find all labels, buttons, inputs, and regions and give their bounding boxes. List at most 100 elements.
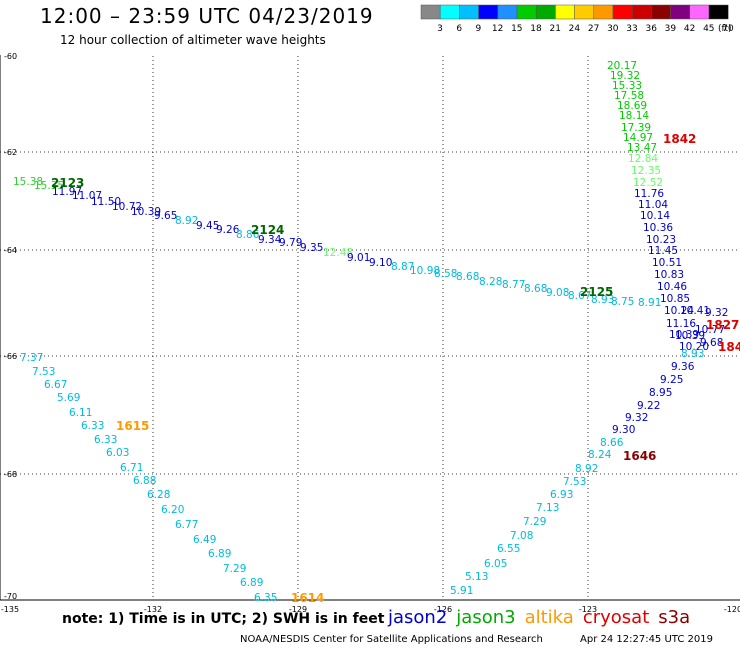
map-frame bbox=[0, 55, 740, 601]
legend-label: 42 bbox=[684, 24, 695, 34]
wave-height-value: 6.55 bbox=[497, 543, 520, 555]
wave-height-value: 9.10 bbox=[369, 257, 392, 269]
legend-label: 70 bbox=[722, 24, 734, 34]
color-legend: 3 6 9 12 15 18 21 24 27 30 33 36 39 42 45 70(ft) bbox=[420, 4, 734, 34]
wave-height-value: 7.37 bbox=[20, 352, 43, 364]
footer-note: note: 1) Time is in UTC; 2) SWH is in fe… bbox=[62, 611, 385, 627]
legend-label: 39 bbox=[665, 24, 677, 34]
wave-height-value: 9.26 bbox=[216, 224, 240, 236]
wave-height-value: 8.24 bbox=[588, 449, 612, 461]
page-title: 12:00 – 23:59 UTC 04/23/2019 bbox=[40, 4, 374, 28]
latitude-label: -60 bbox=[4, 52, 17, 61]
legend-label: 3 bbox=[437, 24, 443, 34]
wave-height-value: 8.86 bbox=[236, 229, 260, 241]
latitude-label: -68 bbox=[4, 470, 17, 479]
legend-swatch bbox=[535, 4, 556, 20]
legend-label: 12 bbox=[492, 24, 503, 34]
wave-height-value: 10.20 bbox=[679, 341, 709, 353]
legend-label: 18 bbox=[530, 24, 542, 34]
latitude-label: -62 bbox=[4, 148, 17, 157]
wave-height-value: 5.69 bbox=[57, 392, 80, 404]
latitude-labels: -60 -62 -64 -66 -68 -70 bbox=[4, 52, 17, 601]
satellite-name: jason3 bbox=[456, 607, 516, 628]
legend-label: 33 bbox=[626, 24, 637, 34]
wave-height-value: 8.68 bbox=[524, 283, 547, 295]
pass-time-label: 1840 bbox=[718, 340, 740, 354]
wave-height-value: 5.13 bbox=[465, 571, 488, 583]
wave-height-value: 10.39 bbox=[131, 206, 161, 218]
wave-height-value: 10.83 bbox=[654, 269, 684, 281]
wave-height-value: 9.36 bbox=[671, 361, 695, 373]
wave-height-value: 19.32 bbox=[610, 70, 640, 82]
latitude-label: -66 bbox=[4, 352, 17, 361]
legend-label: 27 bbox=[588, 24, 599, 34]
longitude-label: -123 bbox=[579, 605, 597, 614]
wave-height-value: 6.03 bbox=[106, 447, 129, 459]
latitude-label: -64 bbox=[4, 246, 17, 255]
wave-height-value: 8.91 bbox=[638, 297, 661, 309]
legend-swatch bbox=[478, 4, 499, 20]
wave-height-value: 8.92 bbox=[575, 463, 598, 475]
wave-height-value: 6.33 bbox=[81, 420, 104, 432]
credit-text: NOAA/NESDIS Center for Satellite Applica… bbox=[240, 634, 543, 645]
wave-height-value: 10.98 bbox=[410, 265, 440, 277]
wave-height-value: 12.35 bbox=[631, 165, 661, 177]
pass-times: 2123 2124 2125 1842 1827 1840 1646 1615 1614 bbox=[51, 132, 740, 605]
wave-height-value: 8.75 bbox=[611, 296, 634, 308]
satellite-name: cryosat bbox=[582, 607, 650, 628]
wave-height-value: 18.14 bbox=[619, 110, 649, 122]
legend-swatch bbox=[612, 4, 633, 20]
wave-height-value: 11.07 bbox=[72, 190, 102, 202]
wave-height-value: 9.01 bbox=[347, 252, 370, 264]
pass-time-label: 1615 bbox=[116, 419, 149, 433]
longitude-label: -126 bbox=[434, 605, 452, 614]
wave-height-value: 10.46 bbox=[657, 281, 687, 293]
legend-label: 6 bbox=[456, 24, 462, 34]
wave-height-value: 11.97 bbox=[52, 186, 82, 198]
wave-height-value: 11.16 bbox=[666, 318, 696, 330]
legend-swatch bbox=[516, 4, 537, 20]
wave-height-value: 6.11 bbox=[69, 407, 92, 419]
legend-swatch bbox=[593, 4, 614, 20]
legend-swatch bbox=[670, 4, 691, 20]
legend-swatch bbox=[420, 4, 441, 20]
legend-label: 21 bbox=[549, 24, 560, 34]
wave-height-value: 6.49 bbox=[193, 534, 216, 546]
wave-height-value: 11.45 bbox=[648, 245, 678, 257]
wave-height-value: 7.08 bbox=[510, 530, 533, 542]
satellite-legend: jason2 jason3 altika cryosat s3a bbox=[388, 607, 699, 628]
wave-height-value: 12.48 bbox=[323, 247, 353, 259]
grid-lines bbox=[0, 56, 740, 600]
wave-height-value: 17.58 bbox=[614, 90, 644, 102]
wave-height-value: 8.58 bbox=[434, 268, 457, 280]
legend-label: 24 bbox=[569, 24, 581, 34]
longitude-label: -129 bbox=[289, 605, 307, 614]
wave-height-value: 7.29 bbox=[223, 563, 246, 575]
legend-swatch bbox=[689, 4, 710, 20]
pass-time-label: 1842 bbox=[663, 132, 696, 146]
wave-height-value: 6.89 bbox=[208, 548, 231, 560]
legend-swatch bbox=[497, 4, 518, 20]
wave-height-value: 8.92 bbox=[175, 215, 198, 227]
wave-height-value: 10.39 bbox=[669, 329, 699, 341]
page-subtitle: 12 hour collection of altimeter wave hei… bbox=[60, 33, 326, 47]
wave-height-value: 18.69 bbox=[617, 100, 647, 112]
wave-height-value: 8.93 bbox=[591, 294, 614, 306]
pass-time-label: 1827 bbox=[706, 318, 739, 332]
legend-label: 45 bbox=[703, 24, 714, 34]
legend-swatch bbox=[439, 4, 460, 20]
pass-time-label: 2123 bbox=[51, 176, 84, 190]
wave-height-value: 8.68 bbox=[456, 271, 479, 283]
wave-height-value: 7.29 bbox=[523, 516, 546, 528]
wave-height-value: 9.79 bbox=[279, 237, 302, 249]
wave-height-value: 6.89 bbox=[240, 577, 263, 589]
legend-swatch bbox=[708, 4, 729, 20]
wave-height-value: 9.65 bbox=[154, 210, 177, 222]
pass-time-label: 2125 bbox=[580, 285, 613, 299]
wave-height-value: 8.77 bbox=[502, 279, 525, 291]
wave-height-value: 6.93 bbox=[550, 489, 573, 501]
wave-height-value: 10.39 bbox=[675, 330, 705, 342]
wave-height-value: 12.52 bbox=[633, 177, 663, 189]
track-values: 20.1719.3215.3317.5818.6918.1417.3914.97… bbox=[13, 60, 728, 604]
